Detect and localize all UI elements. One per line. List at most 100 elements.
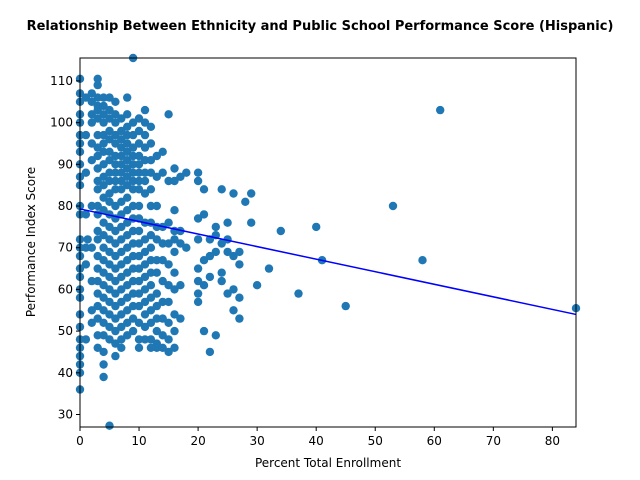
data-point [193,168,203,177]
data-point [128,143,138,152]
y-axis-label: Performance Index Score [24,167,38,317]
data-point [158,147,167,156]
data-point [134,139,144,148]
data-point [99,268,108,277]
data-point [158,297,167,307]
data-point [146,156,156,165]
data-point [105,235,114,244]
data-point [146,293,156,302]
data-point [146,343,156,352]
data-point [99,243,108,252]
data-point [81,168,91,177]
data-point [87,156,97,165]
data-point [128,314,138,323]
data-point [176,172,185,181]
data-point [99,293,108,302]
data-point [111,226,120,236]
data-point [81,93,91,102]
data-point [134,251,144,261]
data-point [146,168,156,177]
data-point [123,306,132,315]
data-point [140,143,150,152]
data-point [199,281,209,290]
x-tick-label: 50 [368,434,383,448]
data-point [81,210,91,219]
data-point [264,264,274,273]
data-point [170,176,179,186]
data-point [93,143,102,152]
data-point [117,322,126,332]
data-point [99,218,108,227]
data-point [134,318,144,327]
data-point [140,310,150,319]
data-point [105,322,114,332]
data-point [111,176,120,186]
data-point [146,243,156,252]
data-point [105,222,114,232]
data-point [152,301,161,311]
data-point [123,256,132,265]
data-point [111,351,120,361]
data-point [193,276,203,286]
data-point [134,264,144,273]
x-tick-label: 20 [190,434,205,448]
data-point [81,243,91,252]
data-point [105,285,114,294]
data-point [99,130,108,140]
data-point [111,118,120,127]
data-point [152,289,161,298]
data-point [123,318,132,327]
data-point [117,272,126,282]
data-point [99,281,108,290]
points-layer [75,53,581,430]
data-point [128,251,138,261]
data-point [140,156,150,165]
y-tick-label: 100 [50,116,73,130]
data-point [170,343,179,352]
data-point [83,235,92,244]
y-tick-label: 60 [58,282,73,296]
data-point [128,168,138,177]
data-point [158,239,167,248]
data-point [199,326,209,336]
data-point [117,247,126,257]
x-tick-label: 10 [131,434,146,448]
data-point [193,264,203,273]
data-point [99,360,108,369]
data-point [193,297,203,307]
data-point [87,89,97,98]
data-point [111,201,120,211]
data-point [105,156,114,165]
data-point [146,231,156,240]
data-point [99,331,108,340]
data-point [93,185,102,194]
regression-line [79,208,577,316]
data-point [152,256,161,265]
data-point [140,272,150,282]
data-point [123,164,132,173]
data-point [294,289,303,298]
data-point [93,130,102,140]
data-point [105,260,114,269]
y-tick-label: 80 [58,199,73,213]
data-point [140,235,150,244]
data-point [252,281,262,290]
data-point [105,197,114,206]
data-point [99,172,108,181]
data-point [99,101,108,111]
chart-title: Relationship Between Ethnicity and Publi… [27,19,614,34]
data-point [128,118,138,127]
x-tick-label: 80 [545,434,560,448]
data-point [117,126,126,136]
data-point [128,176,138,186]
data-point [418,256,427,265]
data-point [87,139,97,148]
data-point [140,322,150,332]
data-point [87,276,97,286]
data-point [164,297,173,307]
data-point [111,185,120,194]
data-point [99,139,108,148]
data-point [123,110,132,119]
data-point [223,218,232,227]
